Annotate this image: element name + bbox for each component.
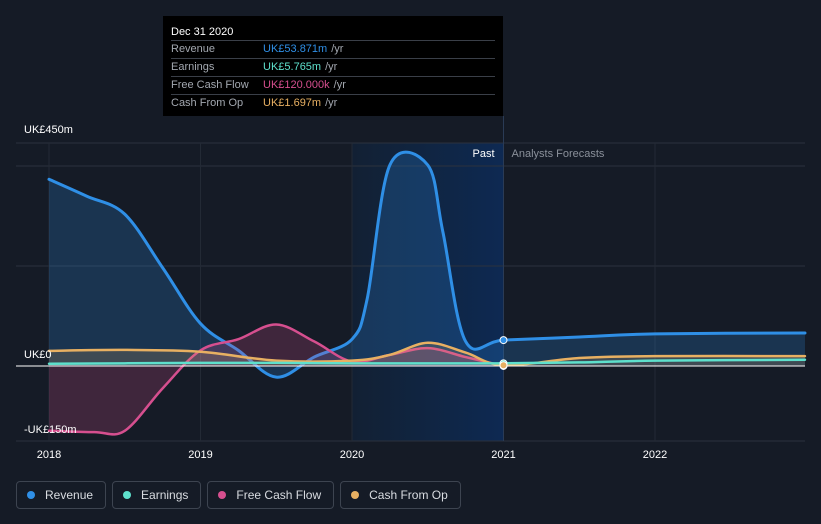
cash-from-op-marker [499,361,508,370]
tooltip-value: UK£1.697m [263,97,322,109]
legend-item-cash-from-op[interactable]: Cash From Op [340,481,461,509]
legend-label: Cash From Op [369,488,448,502]
tooltip-unit: /yr [333,79,346,91]
free-cash-flow-line [47,323,505,436]
free-cash-flow-area [49,324,504,435]
tooltip-row-earnings: Earnings UK£5.765m /yr [171,58,495,76]
tooltip-label: Revenue [171,43,216,55]
legend-label: Earnings [141,488,189,502]
tooltip-label: Cash From Op [171,97,244,109]
tooltip-unit: /yr [331,43,344,55]
tooltip-value: UK£53.871m [263,43,328,55]
tooltip-label: Earnings [171,61,215,73]
tooltip-value: UK£120.000k [263,79,330,91]
legend-item-revenue[interactable]: Revenue [16,481,107,509]
tooltip-unit: /yr [325,61,338,73]
tooltip-row-free-cash-flow: Free Cash Flow UK£120.000k /yr [171,76,495,94]
revenue-line [47,150,807,379]
past-label: Past [472,148,494,160]
tooltip-date: Dec 31 2020 [171,26,234,38]
x-axis-label: 2021 [491,449,515,461]
legend-label: Free Cash Flow [236,488,322,502]
x-axis-label: 2022 [643,449,667,461]
earnings-line [47,358,807,366]
legend-dot-icon [351,491,360,499]
forecast-label: Analysts Forecasts [512,148,605,160]
chart-legend: Revenue Earnings Free Cash Flow Cash Fro… [16,481,461,509]
x-axis-label: 2020 [340,449,364,461]
x-axis-label: 2018 [37,449,61,461]
y-axis-label: UK£0 [24,349,52,361]
legend-item-free-cash-flow[interactable]: Free Cash Flow [207,481,335,509]
legend-item-earnings[interactable]: Earnings [112,481,202,509]
tooltip-row-revenue: Revenue UK£53.871m /yr [171,40,495,58]
legend-dot-icon [218,491,227,499]
legend-dot-icon [27,491,35,499]
y-axis-label: UK£450m [24,124,73,136]
cash-from-op-line [47,341,807,367]
y-axis-label: -UK£150m [24,424,77,436]
revenue-area [49,152,805,378]
revenue-marker [499,336,508,345]
past-region [352,143,504,441]
tooltip-unit: /yr [325,97,338,109]
legend-label: Revenue [45,488,94,502]
tooltip-label: Free Cash Flow [171,79,249,91]
data-tooltip: Dec 31 2020 Revenue UK£53.871m /yr Earni… [163,16,503,116]
tooltip-value: UK£5.765m [263,61,322,73]
legend-dot-icon [123,491,132,499]
tooltip-row-cash-from-op: Cash From Op UK£1.697m /yr [171,94,495,112]
x-axis-label: 2019 [188,449,212,461]
